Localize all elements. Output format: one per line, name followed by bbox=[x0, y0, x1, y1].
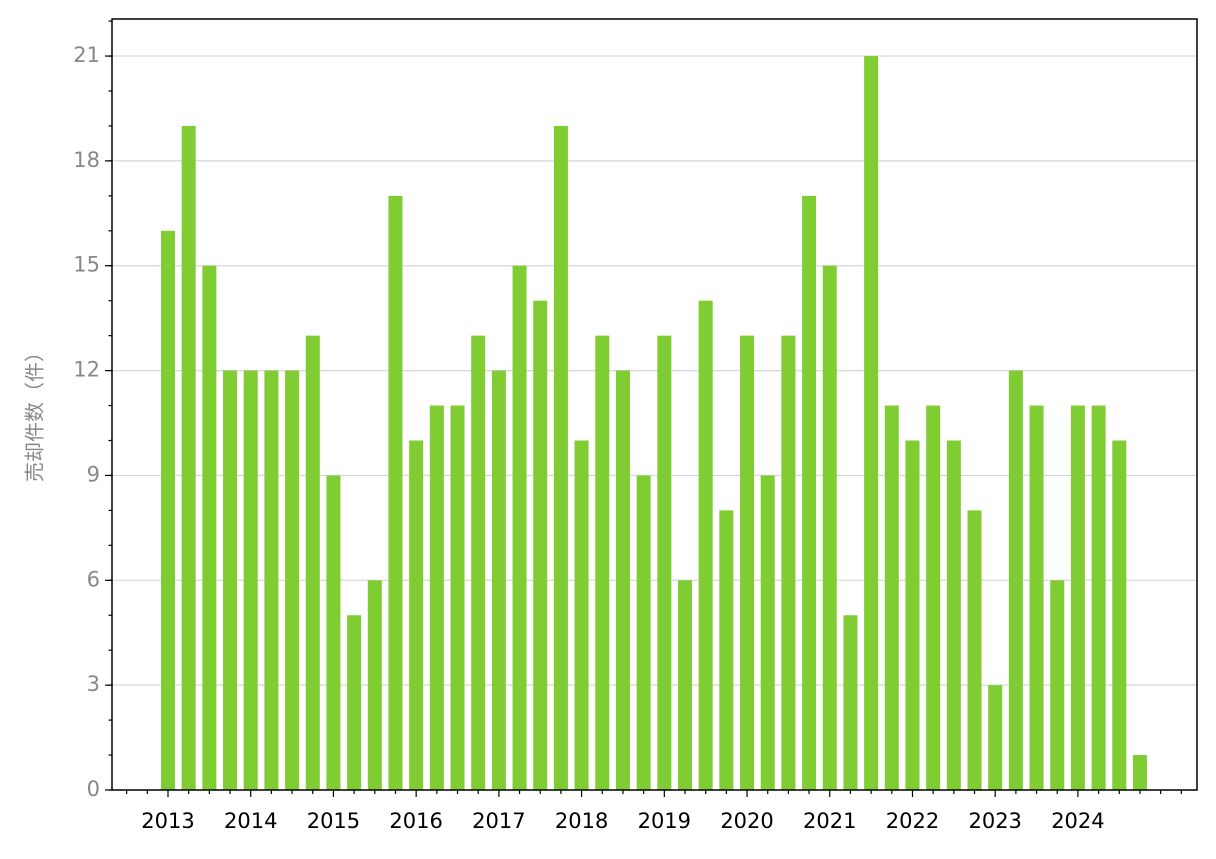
bar bbox=[988, 685, 1003, 790]
bar bbox=[946, 440, 961, 790]
bar bbox=[161, 230, 175, 790]
bar bbox=[967, 510, 982, 790]
x-tick-label: 2024 bbox=[1051, 809, 1104, 833]
x-tick-label: 2015 bbox=[307, 809, 360, 833]
bar bbox=[595, 335, 610, 790]
bar bbox=[450, 405, 465, 790]
bar bbox=[1008, 370, 1023, 790]
x-tick-label: 2021 bbox=[803, 809, 856, 833]
x-tick-label: 2022 bbox=[886, 809, 939, 833]
bar bbox=[326, 475, 341, 790]
bar bbox=[698, 300, 713, 790]
bar bbox=[760, 475, 775, 790]
y-tick-label: 15 bbox=[73, 253, 100, 277]
x-tick-label: 2013 bbox=[141, 809, 194, 833]
bar bbox=[429, 405, 444, 790]
bar bbox=[781, 335, 796, 790]
y-tick-label: 0 bbox=[87, 777, 100, 801]
bar bbox=[264, 370, 279, 790]
bar bbox=[1070, 405, 1085, 790]
bar bbox=[367, 580, 382, 790]
y-tick-label: 3 bbox=[87, 672, 100, 696]
bar bbox=[719, 510, 734, 790]
bar bbox=[347, 615, 362, 790]
y-tick-label: 18 bbox=[73, 148, 100, 172]
bar bbox=[243, 370, 258, 790]
bar bbox=[802, 195, 817, 791]
bar bbox=[491, 370, 506, 790]
bar bbox=[285, 370, 300, 790]
x-tick-label: 2020 bbox=[720, 809, 773, 833]
bar bbox=[884, 405, 899, 790]
x-tick-label: 2018 bbox=[555, 809, 608, 833]
y-tick-label: 12 bbox=[73, 358, 100, 382]
bar bbox=[223, 370, 238, 790]
bar bbox=[553, 125, 568, 791]
x-tick-label: 2016 bbox=[389, 809, 442, 833]
x-tick-label: 2019 bbox=[638, 809, 691, 833]
bar bbox=[471, 335, 486, 790]
bar bbox=[512, 265, 527, 791]
bar bbox=[843, 615, 858, 790]
bar bbox=[678, 580, 692, 790]
y-axis-label: 売却件数（件） bbox=[23, 342, 47, 482]
bar bbox=[1112, 440, 1127, 790]
bar bbox=[305, 335, 320, 790]
bar bbox=[202, 265, 217, 791]
bar bbox=[533, 300, 548, 790]
x-tick-label: 2014 bbox=[224, 809, 277, 833]
bar bbox=[1029, 405, 1044, 790]
y-tick-label: 21 bbox=[73, 43, 100, 67]
bar bbox=[740, 335, 755, 790]
bar bbox=[657, 335, 672, 790]
bar bbox=[409, 440, 424, 790]
x-tick-label: 2017 bbox=[472, 809, 525, 833]
x-tick-label: 2023 bbox=[968, 809, 1021, 833]
bar bbox=[905, 440, 920, 790]
bar bbox=[864, 56, 879, 791]
plot-frame bbox=[111, 18, 1198, 791]
bar bbox=[1091, 405, 1106, 790]
bar bbox=[574, 440, 589, 790]
bar bbox=[388, 195, 403, 791]
bar bbox=[1132, 755, 1147, 790]
bar bbox=[181, 125, 196, 791]
y-tick-label: 6 bbox=[87, 567, 100, 591]
bar bbox=[1050, 580, 1065, 790]
bar bbox=[926, 405, 941, 790]
bar bbox=[615, 370, 630, 790]
bar bbox=[822, 265, 837, 791]
bar bbox=[636, 475, 651, 790]
y-tick-label: 9 bbox=[87, 462, 100, 486]
